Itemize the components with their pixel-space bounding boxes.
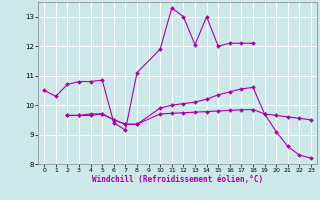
X-axis label: Windchill (Refroidissement éolien,°C): Windchill (Refroidissement éolien,°C): [92, 175, 263, 184]
